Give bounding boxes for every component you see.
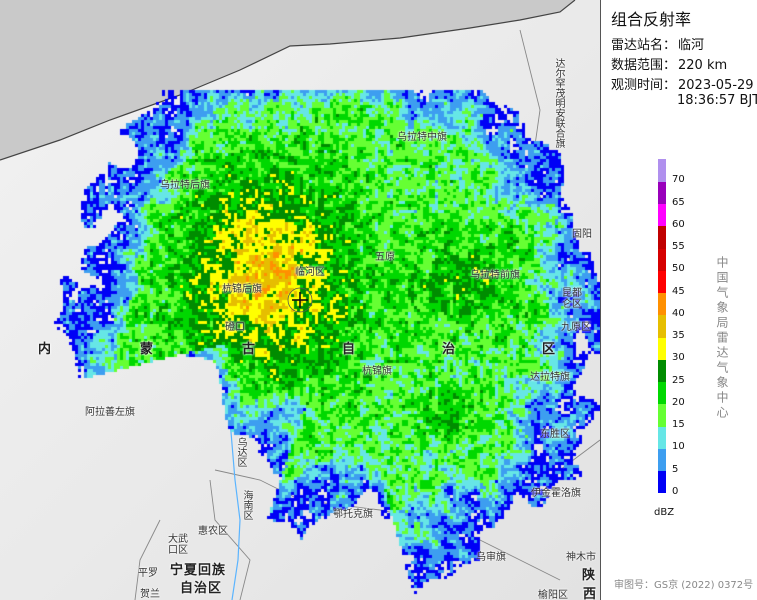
legend-tick-label: 5 [672,463,679,475]
place-label: 大武口区 [168,534,188,556]
region-label: 治 [442,342,457,357]
place-label: 榆阳区 [538,590,568,600]
place-label: 昆都仑区 [562,288,582,310]
place-label: 平罗 [138,568,158,579]
place-label: 达尔罕茂明安联合旗 [553,58,564,148]
legend-bin [658,292,666,316]
legend-bin [658,314,666,338]
region-label: 宁夏回族 [170,563,227,578]
place-label: 临河区 [295,267,325,278]
place-label: 阿拉善左旗 [85,407,135,418]
legend-tick-label: 55 [672,241,685,253]
station-label: 雷达站名： [611,38,677,53]
product-title: 组合反射率 [611,10,692,29]
radar-map[interactable]: 乌拉特中旗 乌拉特后旗 五原 临河区 杭锦后旗 乌拉特前旗 磴口 内 蒙 古 自… [0,0,600,600]
legend-tick-label: 0 [672,486,679,497]
region-label: 西 [583,587,598,600]
time-clock: 18:36:57 BJT [677,93,757,108]
legend-bin [658,159,666,182]
legend-tick-label: 60 [672,218,685,230]
place-label: 五原 [375,252,395,263]
legend-tick-label: 15 [672,419,685,431]
map-approval-number: 审图号：GS京 (2022) 0372号 [614,580,754,591]
legend-bin [658,426,666,449]
place-label: 乌拉特后旗 [160,180,210,191]
place-label: 乌审旗 [476,552,506,563]
place-label: 杭锦后旗 [222,284,262,295]
place-label: 鄂托克旗 [333,509,373,520]
region-label: 古 [242,342,257,357]
legend-tick-label: 50 [672,263,685,275]
place-label: 磴口 [225,322,245,333]
time-row: 观测时间： 2023-05-29 [611,74,754,93]
legend-tick-label: 65 [672,196,685,208]
place-label: 惠农区 [198,526,228,537]
crosshair-icon [292,292,308,308]
place-label: 贺兰 [140,589,160,600]
legend-bin [658,248,666,271]
station-row: 雷达站名： 临河 [611,34,704,53]
legend-tick-label: 20 [672,396,685,408]
legend-tick-label: 10 [672,441,685,453]
place-label: 乌拉特前旗 [470,270,520,281]
time-label: 观测时间： [611,78,677,93]
region-label: 自 [342,342,357,357]
legend-tick-label: 35 [672,330,685,342]
legend-tick-label: 40 [672,307,685,319]
legend-bin [658,337,666,360]
legend-bin [658,225,666,249]
legend-bin [658,470,666,494]
legend-bin [658,270,666,294]
place-label: 乌达区 [235,437,246,467]
region-label: 内 [38,342,53,357]
place-label: 固阳 [572,229,592,240]
legend-bin [658,448,666,472]
place-label: 杭锦旗 [362,366,392,377]
legend-bin [658,403,666,427]
place-label: 东胜区 [540,429,570,440]
legend-tick-label: 25 [672,374,685,386]
place-label: 神木市 [566,552,596,563]
range-row: 数据范围： 220 km [611,54,727,73]
legend-unit: dBZ [654,507,675,518]
station-value: 临河 [678,38,705,53]
time-date: 2023-05-29 [678,78,754,93]
radar-center [287,287,313,313]
region-label: 区 [542,342,557,357]
legend-tick-label: 30 [672,352,685,364]
legend-bin [658,381,666,405]
info-panel: 组合反射率 雷达站名： 临河 数据范围： 220 km 观测时间： 2023-05-2… [600,0,757,600]
place-label: 伊金霍洛旗 [531,488,581,499]
credit-text: 中国气象局雷达气象中心 [715,256,729,421]
legend-bin [658,203,666,227]
place-label: 九原区 [561,322,591,333]
place-label: 乌拉特中旗 [397,132,447,143]
region-label: 陕 [582,568,597,583]
place-label: 海南区 [241,490,252,520]
place-label: 达拉特旗 [530,372,570,383]
legend-tick-label: 70 [672,174,685,186]
range-label: 数据范围： [611,58,677,73]
region-label: 蒙 [140,342,155,357]
region-label: 自治区 [180,581,223,596]
legend-bin [658,181,666,205]
legend-tick-label: 45 [672,285,685,297]
range-value: 220 km [678,58,728,73]
legend-bin [658,359,666,383]
